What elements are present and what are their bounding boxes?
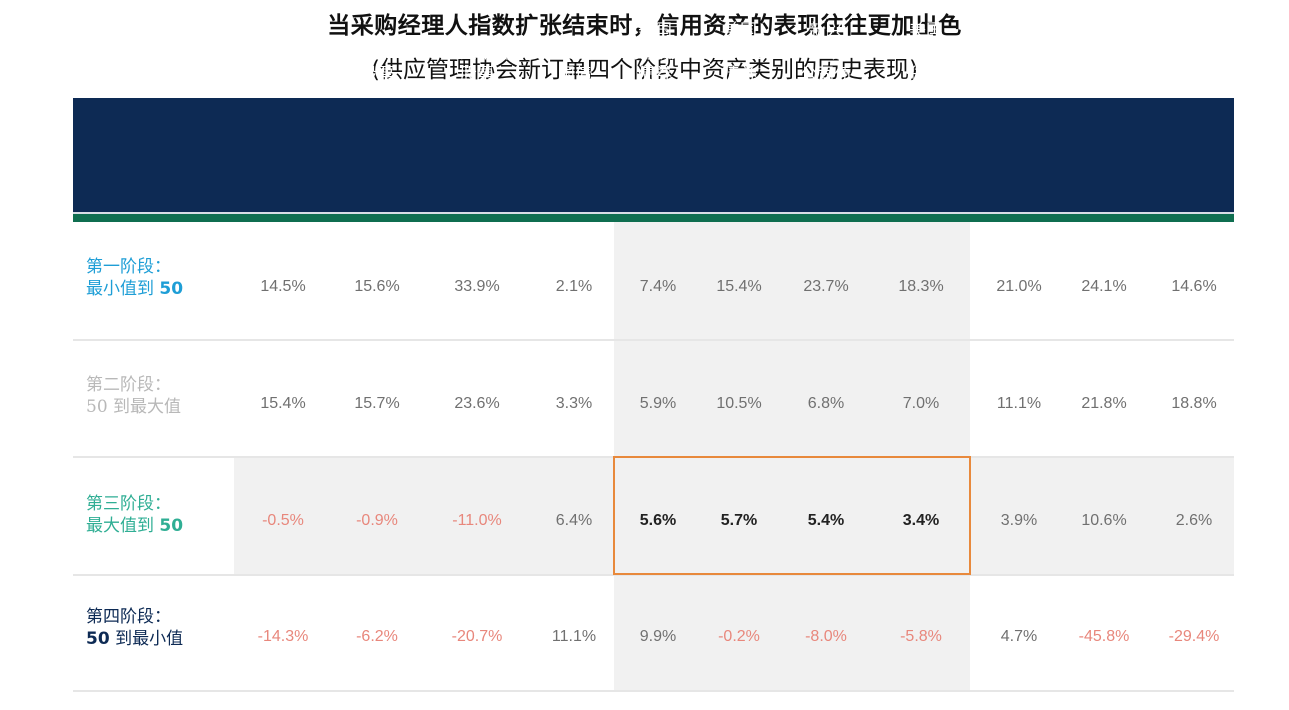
cell-highlighted: 3.4%	[902, 512, 940, 529]
chart-title: 当采购经理人指数扩张结束时，信用资产的表现往往更加出色	[327, 13, 962, 39]
cell: 14.6%	[1171, 278, 1217, 295]
cell: 6.4%	[555, 512, 593, 529]
cell: 11.1%	[996, 395, 1042, 412]
cell: 7.4%	[639, 278, 677, 295]
header-us-hy-bonds: 美国 高收益 债券	[714, 21, 766, 85]
stage3-label: 第三阶段： 最大值到 50	[86, 494, 184, 536]
cell: 2.6%	[1175, 512, 1213, 529]
cell: 9.9%	[639, 628, 677, 645]
header-dm-equities: 发达市场 股票	[343, 43, 411, 85]
cell: 15.4%	[260, 395, 306, 412]
stage1-label: 第一阶段： 最小值到 50	[86, 257, 184, 299]
header-us-ig-bonds: 美国 投资级 债券	[629, 21, 681, 85]
cell: 10.5%	[716, 395, 762, 412]
cell: 4.7%	[1000, 628, 1038, 645]
cell: -29.4%	[1168, 628, 1220, 645]
cell: 21.0%	[996, 278, 1042, 295]
cell: 24.1%	[1081, 278, 1127, 295]
credit-highlight-box	[613, 456, 971, 575]
stage3-row-shade	[234, 457, 1234, 574]
table-row-stage3: 第三阶段： 最大值到 50 -0.5% -0.9% -11.0% 6.4% 5.…	[73, 457, 1234, 574]
cell: 2.1%	[555, 278, 593, 295]
stage4-label: 第四阶段： 50 到最小值	[86, 607, 184, 649]
row-divider	[73, 574, 1234, 576]
cell: -8.0%	[805, 628, 847, 645]
cell: 3.3%	[555, 395, 593, 412]
table-header	[73, 98, 1234, 212]
header-em-sovereign: 新兴 市场 主权债	[990, 21, 1042, 85]
cell: 15.4%	[716, 278, 762, 295]
cell: 21.8%	[1081, 395, 1127, 412]
row-divider	[73, 339, 1234, 341]
cell: -6.2%	[356, 628, 398, 645]
cell: -0.9%	[356, 512, 398, 529]
cell-highlighted: 5.7%	[720, 512, 758, 529]
cell: 10.6%	[1081, 512, 1127, 529]
cell: 23.6%	[454, 395, 500, 412]
cell: 18.8%	[1171, 395, 1217, 412]
table-row-stage4: 第四阶段： 50 到最小值 -14.3% -6.2% -20.7% 11.1% …	[73, 574, 1234, 690]
cell: -5.8%	[900, 628, 942, 645]
chart-subtitle: (供应管理协会新订单四个阶段中资产类别的历史表现)	[371, 57, 918, 83]
cell: 33.9%	[454, 278, 500, 295]
cell: -0.2%	[718, 628, 760, 645]
row-divider	[73, 690, 1234, 692]
cell: 15.6%	[354, 278, 400, 295]
cell: 6.8%	[807, 395, 845, 412]
cell: -14.3%	[257, 628, 309, 645]
header-pmi-stages: PMI各个阶段	[86, 65, 186, 85]
cell: -45.8%	[1078, 628, 1130, 645]
cell: 23.7%	[803, 278, 849, 295]
cell: 15.7%	[354, 395, 400, 412]
header-divider	[73, 212, 1234, 214]
cell: -20.7%	[451, 628, 503, 645]
table-row-stage2: 第二阶段： 50 到最大值 15.4% 15.7% 23.6% 3.3% 5.9…	[73, 339, 1234, 456]
cell: 11.1%	[551, 628, 597, 645]
table-row-stage1: 第一阶段： 最小值到 50 14.5% 15.6% 33.9% 2.1% 7.4…	[73, 222, 1234, 339]
header-global-equities: 全球 股票	[266, 43, 300, 85]
header-oil: 石油	[1085, 65, 1119, 85]
header-us-treasuries: 美国 国债	[558, 43, 592, 85]
cell-highlighted: 5.4%	[807, 512, 845, 529]
cell: 7.0%	[902, 395, 940, 412]
header-us-leveraged-loans: 美国 杠杆 贷款	[909, 21, 943, 85]
header-em-equities: 新兴市场 股票	[443, 43, 511, 85]
cell: -11.0%	[452, 512, 502, 529]
cell: 14.5%	[260, 278, 306, 295]
cell: 5.9%	[639, 395, 677, 412]
cell: 3.9%	[1000, 512, 1038, 529]
header-em-corporate: 新兴 市场 公司债	[800, 21, 852, 85]
header-stripe	[73, 214, 1234, 222]
cell: -0.5%	[262, 512, 304, 529]
stage2-label: 第二阶段： 50 到最大值	[86, 375, 182, 417]
cell-highlighted: 5.6%	[639, 512, 677, 529]
header-copper: 铜	[1178, 65, 1196, 85]
cell: 18.3%	[898, 278, 944, 295]
